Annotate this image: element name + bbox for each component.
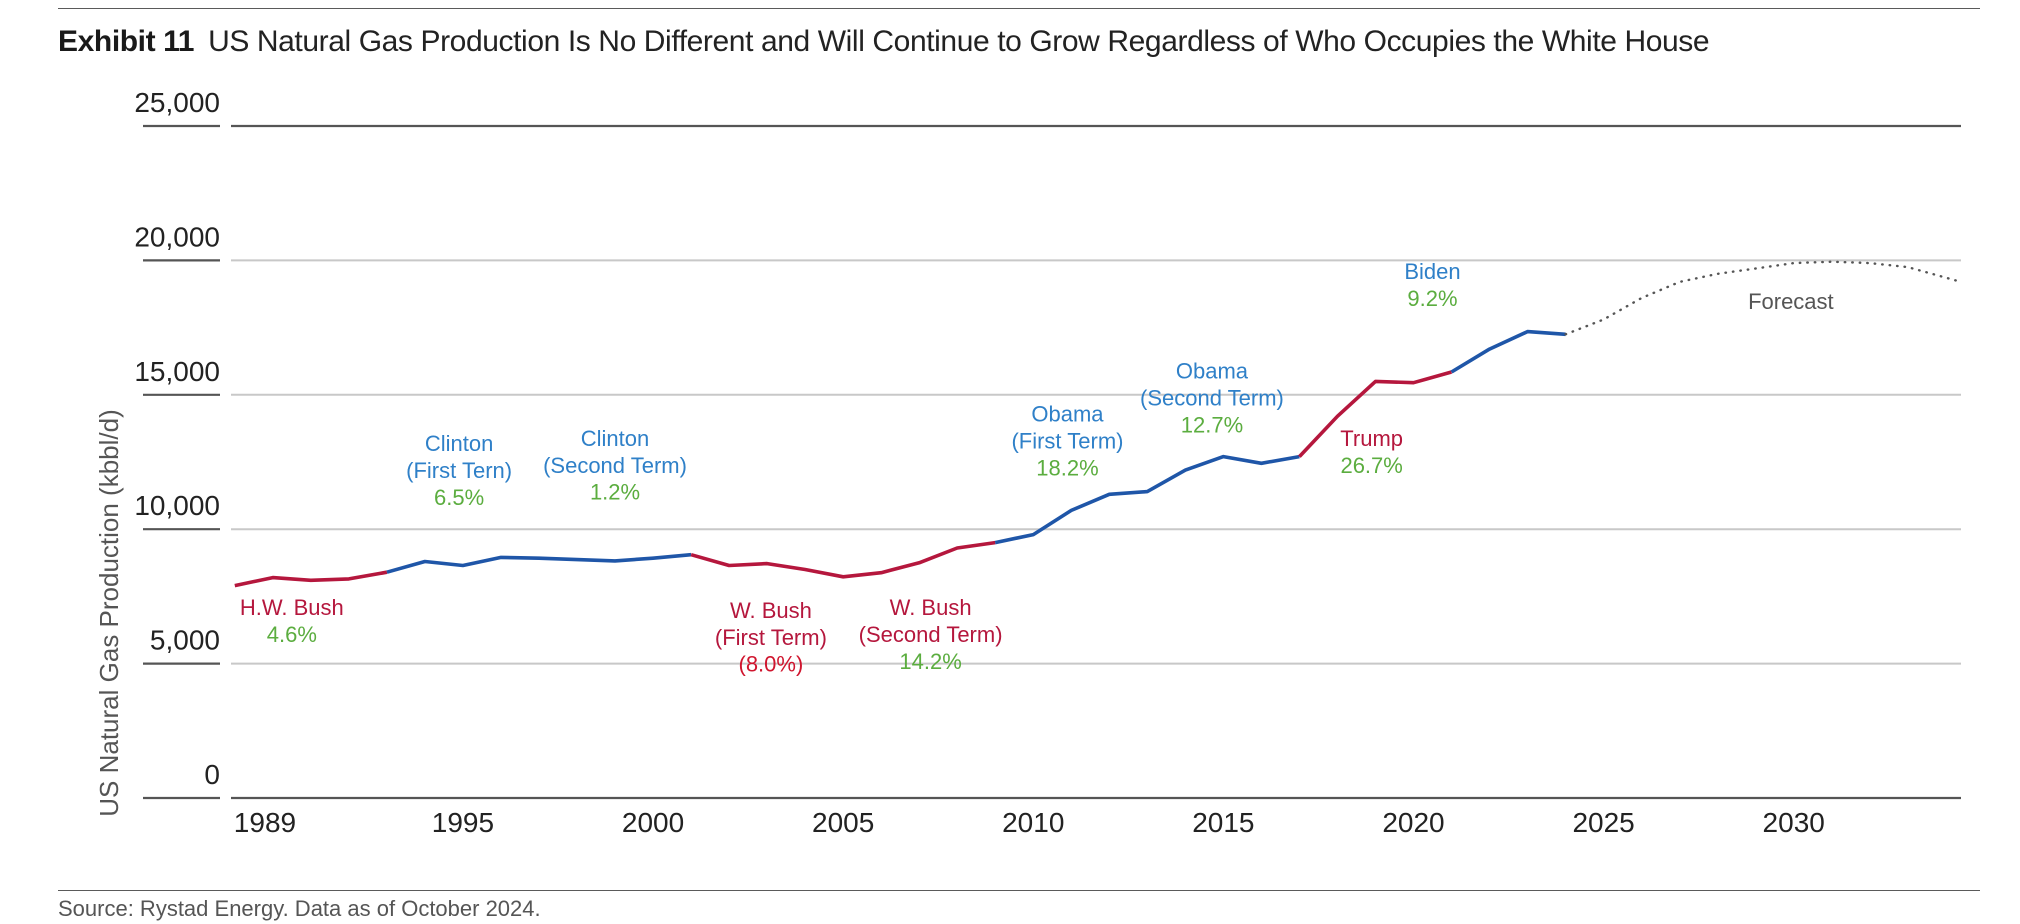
- x-tick-label: 1995: [432, 807, 494, 838]
- x-tick-label: 1989: [234, 807, 296, 838]
- annotation-label: Clinton: [425, 431, 493, 456]
- annotation-obama-second: Obama(Second Term)12.7%: [1140, 359, 1284, 438]
- democrat-series-line: [994, 454, 1300, 545]
- annotation-clinton-first: Clinton(First Tern)6.5%: [406, 431, 512, 510]
- annotation-label: Obama: [1031, 402, 1104, 427]
- y-tick-labels: 0 5,000 10,000 15,000 20,000 25,000: [134, 87, 220, 790]
- x-tick-label: 2020: [1382, 807, 1444, 838]
- annotation-label: (First Tern): [406, 458, 512, 483]
- annotation-label: 12.7%: [1181, 412, 1243, 437]
- annotation-label: Obama: [1176, 359, 1249, 384]
- annotation-label: 1.2%: [590, 480, 640, 505]
- x-tick-label: 2030: [1763, 807, 1825, 838]
- annotation-label: Trump: [1340, 426, 1403, 451]
- x-tick-label: 2005: [812, 807, 874, 838]
- y-tick-label: 0: [204, 759, 220, 790]
- annotation-label: W. Bush: [730, 598, 812, 623]
- annotation-obama-first: Obama(First Term)18.2%: [1011, 402, 1123, 481]
- y-tick-label: 25,000: [134, 87, 220, 118]
- x-tick-label: 2010: [1002, 807, 1064, 838]
- annotation-label: (First Term): [715, 625, 827, 650]
- annotation-label: Biden: [1404, 259, 1460, 284]
- y-tick-label: 15,000: [134, 356, 220, 387]
- democrat-series-line: [1450, 329, 1566, 374]
- gridlines: [143, 124, 1961, 800]
- x-tick-label: 2000: [622, 807, 684, 838]
- y-tick-label: 10,000: [134, 490, 220, 521]
- annotation-forecast: Forecast: [1748, 289, 1834, 314]
- x-tick-labels: 1989 1995 2000 2005 2010 2015 2020 2025 2030: [234, 807, 1825, 838]
- annotation-label: 6.5%: [434, 485, 484, 510]
- forecast-series-line: [1564, 260, 1963, 336]
- annotation-clinton-second: Clinton(Second Term)1.2%: [543, 426, 687, 505]
- annotation-label: 14.2%: [899, 649, 961, 674]
- y-tick-label: 5,000: [150, 625, 220, 656]
- x-tick-label: 2025: [1572, 807, 1634, 838]
- annotation-label: Forecast: [1748, 289, 1834, 314]
- annotation-label: (Second Term): [543, 453, 687, 478]
- chart-header: Exhibit 11 US Natural Gas Production Is N…: [58, 22, 1710, 62]
- annotation-label: H.W. Bush: [240, 595, 344, 620]
- x-tick-label: 2015: [1192, 807, 1254, 838]
- annotation-label: 18.2%: [1036, 455, 1098, 480]
- annotation-w-bush-first: W. Bush(First Term)(8.0%): [715, 598, 827, 677]
- annotation-label: (First Term): [1011, 429, 1123, 454]
- annotation-label: (Second Term): [859, 622, 1003, 647]
- y-tick-label: 20,000: [134, 221, 220, 252]
- republican-series-line: [690, 540, 996, 579]
- annotation-label: 4.6%: [267, 622, 317, 647]
- exhibit-label: Exhibit 11: [58, 25, 195, 58]
- republican-series-line: [234, 570, 388, 588]
- annotation-label: 26.7%: [1340, 453, 1402, 478]
- data-series: [234, 260, 1963, 588]
- annotation-label: W. Bush: [890, 595, 972, 620]
- top-rule: [58, 8, 1980, 9]
- chart-title: US Natural Gas Production Is No Differen…: [208, 25, 1710, 58]
- annotation-label: (8.0%): [739, 652, 804, 677]
- y-axis-label: US Natural Gas Production (kbbl/d): [94, 409, 124, 817]
- annotation-label: 9.2%: [1407, 286, 1457, 311]
- bottom-rule: [58, 890, 1980, 891]
- annotation-label: (Second Term): [1140, 386, 1284, 411]
- y-axis-label-group: US Natural Gas Production (kbbl/d): [94, 409, 124, 817]
- republican-series-line: [1298, 370, 1452, 458]
- annotation-w-bush-second: W. Bush(Second Term)14.2%: [859, 595, 1003, 674]
- source-note: Source: Rystad Energy. Data as of Octobe…: [58, 896, 541, 921]
- annotation-label: Clinton: [581, 426, 649, 451]
- democrat-series-line: [386, 552, 692, 574]
